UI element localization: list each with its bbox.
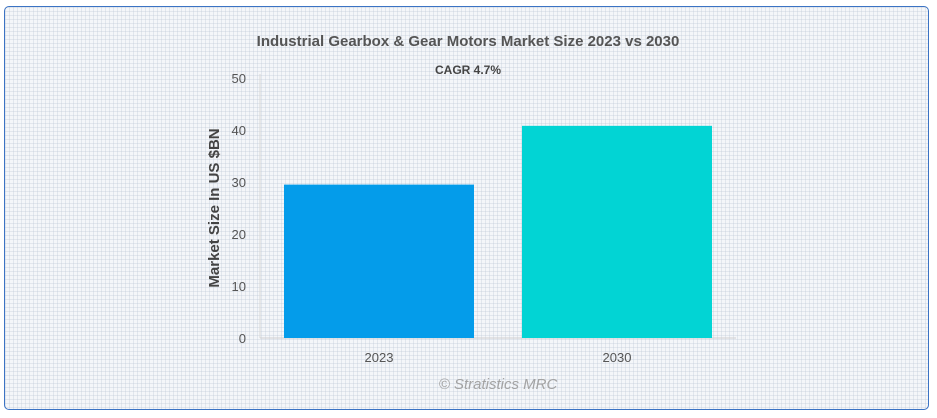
y-tick-label: 0	[239, 331, 246, 346]
chart-subtitle: CAGR 4.7%	[435, 63, 501, 77]
x-axis: 2023 2030	[365, 350, 632, 365]
x-tick-label: 2023	[365, 350, 394, 365]
bars-group	[284, 125, 712, 338]
credit-text: © Stratistics MRC	[439, 376, 558, 393]
bar-2030[interactable]	[522, 125, 712, 338]
y-tick-label: 30	[232, 175, 246, 190]
y-axis-label: Market Size In US $BN	[206, 128, 223, 287]
y-axis: 0 10 20 30 40 50	[232, 71, 246, 346]
y-tick-label: 10	[232, 279, 246, 294]
bar-2023[interactable]	[284, 184, 474, 338]
y-tick-label: 40	[232, 123, 246, 138]
y-tick-label: 50	[232, 71, 246, 86]
chart-title: Industrial Gearbox & Gear Motors Market …	[257, 33, 680, 50]
y-tick-label: 20	[232, 227, 246, 242]
x-tick-label: 2030	[603, 350, 632, 365]
